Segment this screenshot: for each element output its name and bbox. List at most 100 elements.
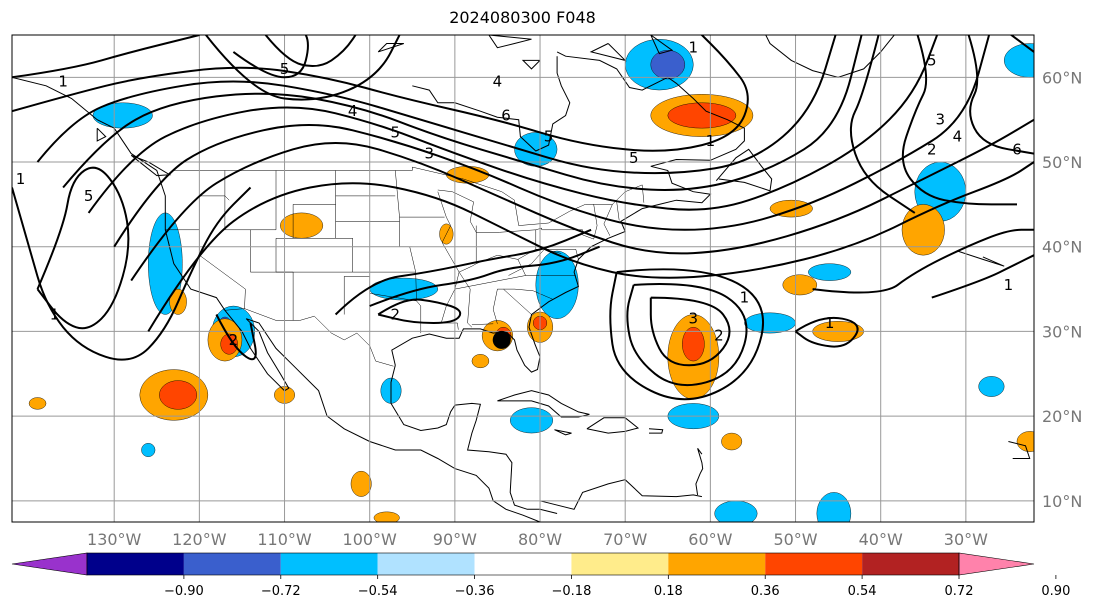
lat-tick-label: 30°N	[1042, 322, 1082, 341]
contour-line	[113, 35, 991, 248]
border-line	[476, 229, 537, 264]
contour-label: 1	[689, 39, 699, 57]
contour-label: 5	[544, 128, 554, 146]
storm-marker-layer	[492, 330, 511, 349]
lon-tick-label: 110°W	[257, 530, 312, 549]
coastline	[96, 127, 107, 142]
contour-line	[204, 35, 401, 101]
contour-label: 5	[390, 123, 400, 141]
colorbar-tick-label: −0.72	[261, 584, 301, 599]
border-line	[224, 308, 394, 367]
contour-line	[1009, 35, 1034, 53]
contour-label: 1	[706, 132, 716, 150]
shaded-area	[721, 432, 743, 451]
contour-label: 6	[1012, 140, 1022, 158]
contour-line	[626, 283, 748, 387]
shaded-area	[816, 492, 852, 522]
coastline	[12, 76, 541, 522]
colorbar-segment	[474, 553, 572, 575]
contour-line	[334, 228, 592, 316]
shaded-area	[159, 380, 198, 410]
contour-line	[264, 35, 357, 68]
contour-label: 5	[927, 51, 937, 69]
contour-line	[849, 35, 916, 214]
colorbar-tick-label: 0.90	[1041, 584, 1070, 599]
lon-tick-label: 90°W	[433, 530, 477, 549]
contour-line	[12, 35, 200, 79]
border-line	[437, 191, 460, 330]
contour-line	[36, 35, 837, 175]
shaded-area	[682, 327, 705, 362]
contour-label: 2	[390, 305, 400, 323]
lat-tick-label: 10°N	[1042, 492, 1082, 511]
contour-label: 6	[501, 106, 511, 124]
coastline	[648, 428, 664, 434]
shaded-area	[901, 204, 945, 256]
contour-line	[967, 35, 1034, 155]
coastline	[497, 390, 590, 418]
border-line	[395, 170, 422, 334]
coastline	[554, 429, 572, 436]
shaded-area	[220, 333, 238, 355]
storm-center-dot	[492, 330, 511, 349]
coastline	[1008, 441, 1031, 459]
lat-tick-label: 40°N	[1042, 238, 1082, 257]
shaded-area	[667, 102, 737, 129]
shaded-area	[350, 470, 372, 497]
contour-line	[649, 296, 731, 367]
contour-label: 2	[229, 331, 239, 349]
contour-label: 4	[493, 73, 503, 91]
shaded-area	[782, 274, 818, 296]
lat-tick-label: 20°N	[1042, 407, 1082, 426]
latitude-labels: 60°N 50°N 40°N 30°N 20°N 10°N	[1042, 68, 1082, 510]
border-line	[603, 204, 613, 236]
contour-label: 2	[714, 327, 724, 345]
colorbar-tick-label: 0.18	[654, 584, 683, 599]
shaded-area	[28, 397, 47, 410]
colorbar-segment	[280, 553, 378, 575]
shaded-area	[744, 312, 796, 334]
colorbar-segment	[183, 553, 281, 575]
shaded-area	[471, 354, 490, 369]
coastline	[412, 56, 571, 152]
colorbar-tick-label: −0.54	[358, 584, 398, 599]
contour-label: 4	[348, 102, 358, 120]
contour-label: 2	[927, 140, 937, 158]
contour-line	[812, 228, 1034, 294]
shaded-area	[280, 212, 324, 239]
border-line	[437, 189, 477, 233]
contour-label: 3	[425, 145, 435, 163]
contour-line	[12, 186, 252, 361]
colorbar-tick-label: −0.36	[455, 584, 495, 599]
contour-label: 1	[1004, 276, 1014, 294]
colorbar-tick-label: 0.36	[751, 584, 780, 599]
contour-line	[215, 314, 257, 361]
contour-label: 3	[689, 310, 699, 328]
contour-line	[87, 35, 939, 214]
colorbar-segment	[87, 553, 184, 575]
contour-line	[609, 268, 764, 401]
shaded-area	[373, 511, 400, 522]
contour-label: 1	[16, 170, 26, 188]
colorbar-segment	[765, 553, 863, 575]
coastline	[650, 35, 674, 55]
lat-tick-label: 60°N	[1042, 68, 1082, 87]
colorbar-segment	[862, 553, 959, 575]
coastline	[765, 35, 895, 78]
contour-label: 1	[50, 305, 60, 323]
colorbar: −0.90 −0.72 −0.54 −0.36 −0.18 0.18 0.36 0.54 0.7…	[11, 552, 1070, 599]
colorbar-frame	[86, 552, 960, 576]
shaded-area	[978, 376, 1005, 397]
contour-label: 3	[936, 111, 946, 129]
gridlines-layer	[12, 35, 1034, 522]
map-frame	[11, 34, 1035, 523]
coastline	[715, 148, 773, 192]
contour-label: 5	[84, 187, 94, 205]
border-line	[503, 288, 532, 315]
border-line	[292, 204, 336, 239]
shaded-area	[510, 407, 554, 434]
contour-line	[377, 298, 462, 325]
colorbar-segment	[668, 553, 766, 575]
lon-tick-label: 80°W	[518, 530, 562, 549]
